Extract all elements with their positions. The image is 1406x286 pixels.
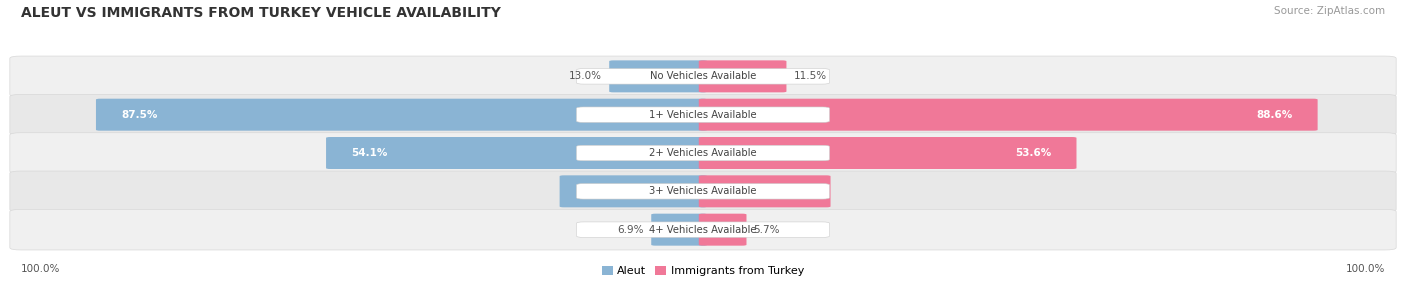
FancyBboxPatch shape	[10, 133, 1396, 173]
FancyBboxPatch shape	[576, 222, 830, 237]
Text: Source: ZipAtlas.com: Source: ZipAtlas.com	[1274, 6, 1385, 16]
FancyBboxPatch shape	[609, 60, 707, 92]
FancyBboxPatch shape	[699, 214, 747, 246]
Text: 88.6%: 88.6%	[1256, 110, 1292, 120]
FancyBboxPatch shape	[576, 69, 830, 84]
FancyBboxPatch shape	[10, 209, 1396, 250]
Legend: Aleut, Immigrants from Turkey: Aleut, Immigrants from Turkey	[598, 261, 808, 281]
Text: 5.7%: 5.7%	[754, 225, 780, 235]
FancyBboxPatch shape	[560, 175, 707, 207]
Text: 54.1%: 54.1%	[352, 148, 388, 158]
Text: 20.2%: 20.2%	[585, 186, 621, 196]
Text: 87.5%: 87.5%	[121, 110, 157, 120]
Text: 100.0%: 100.0%	[1346, 264, 1385, 274]
FancyBboxPatch shape	[699, 99, 1317, 131]
Text: 6.9%: 6.9%	[617, 225, 644, 235]
FancyBboxPatch shape	[326, 137, 707, 169]
Text: 4+ Vehicles Available: 4+ Vehicles Available	[650, 225, 756, 235]
FancyBboxPatch shape	[576, 107, 830, 122]
Text: 2+ Vehicles Available: 2+ Vehicles Available	[650, 148, 756, 158]
FancyBboxPatch shape	[10, 56, 1396, 97]
FancyBboxPatch shape	[699, 175, 831, 207]
Text: 13.0%: 13.0%	[569, 72, 602, 81]
FancyBboxPatch shape	[10, 94, 1396, 135]
Text: ALEUT VS IMMIGRANTS FROM TURKEY VEHICLE AVAILABILITY: ALEUT VS IMMIGRANTS FROM TURKEY VEHICLE …	[21, 6, 501, 20]
Text: 3+ Vehicles Available: 3+ Vehicles Available	[650, 186, 756, 196]
Text: 17.9%: 17.9%	[769, 186, 806, 196]
FancyBboxPatch shape	[699, 137, 1077, 169]
FancyBboxPatch shape	[576, 145, 830, 161]
FancyBboxPatch shape	[10, 171, 1396, 212]
FancyBboxPatch shape	[96, 99, 707, 131]
FancyBboxPatch shape	[576, 184, 830, 199]
FancyBboxPatch shape	[651, 214, 707, 246]
Text: No Vehicles Available: No Vehicles Available	[650, 72, 756, 81]
Text: 11.5%: 11.5%	[793, 72, 827, 81]
Text: 53.6%: 53.6%	[1015, 148, 1052, 158]
FancyBboxPatch shape	[699, 60, 786, 92]
Text: 1+ Vehicles Available: 1+ Vehicles Available	[650, 110, 756, 120]
Text: 100.0%: 100.0%	[21, 264, 60, 274]
